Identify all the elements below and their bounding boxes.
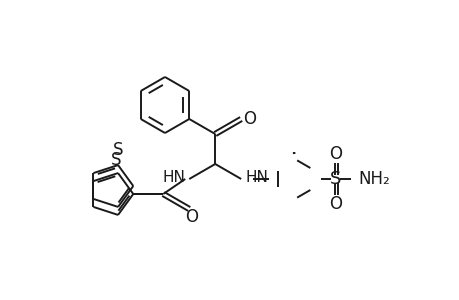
Text: O: O [242,110,255,128]
Text: HN: HN [245,169,268,184]
Text: NH₂: NH₂ [358,170,389,188]
Text: O: O [185,208,197,226]
Text: S: S [329,170,340,188]
Text: O: O [328,195,341,213]
Text: S: S [112,141,123,159]
Text: O: O [328,145,341,163]
Text: S: S [111,151,121,169]
Text: HN: HN [162,169,185,184]
